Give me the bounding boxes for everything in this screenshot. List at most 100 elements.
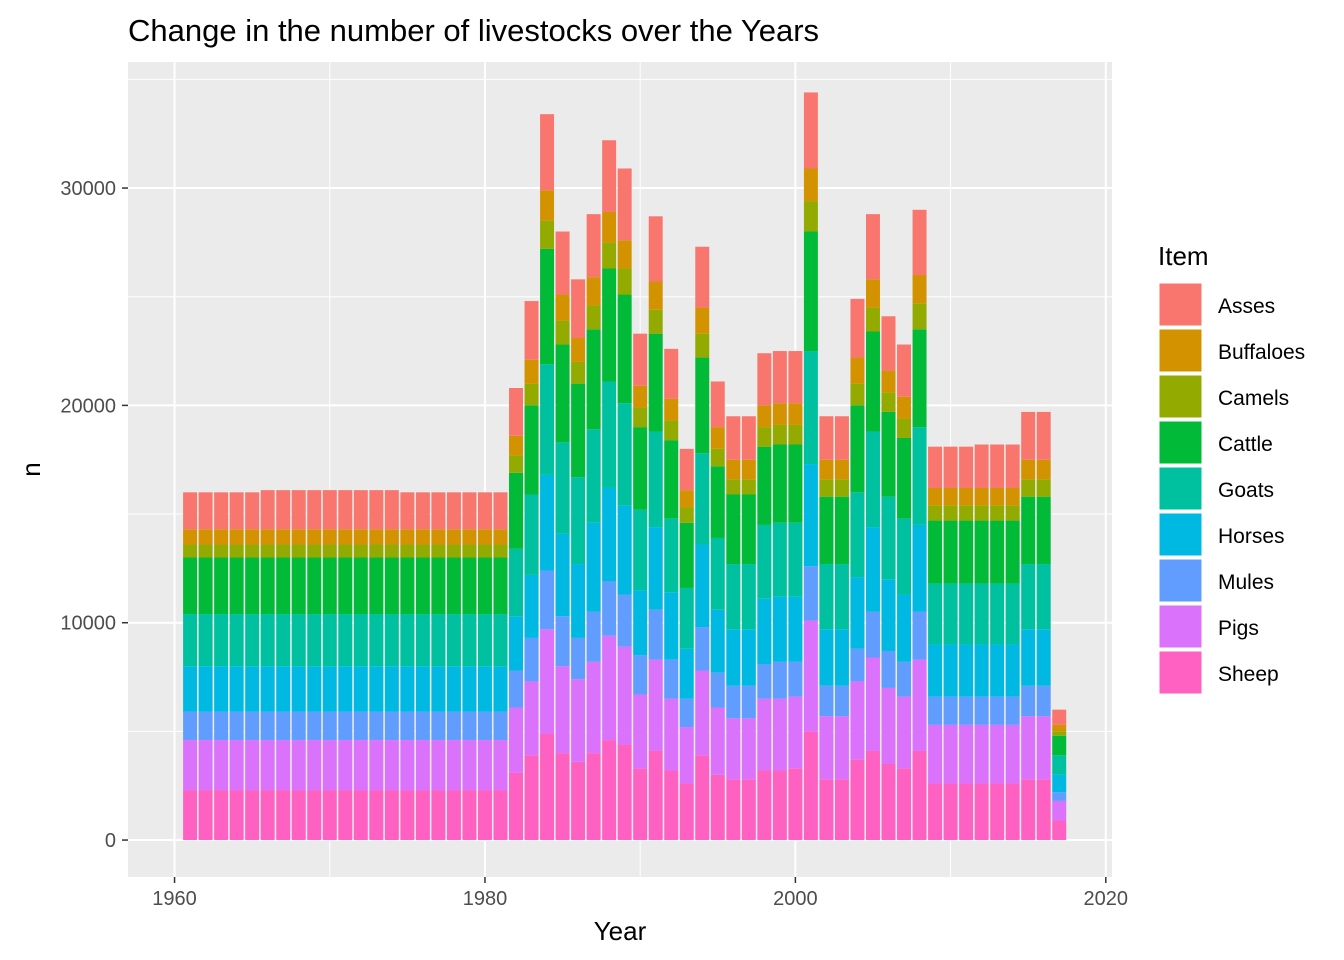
bar-segment-pigs	[850, 681, 865, 760]
bar-stack-1973	[369, 490, 384, 841]
bar-segment-asses	[509, 388, 523, 436]
bar-segment-goats	[757, 524, 772, 599]
bar-segment-mules	[881, 650, 896, 688]
legend-key-buffaloes	[1158, 328, 1203, 373]
bar-segment-pigs	[245, 740, 260, 791]
bar-segment-asses	[788, 351, 803, 404]
bar-segment-buffaloes	[850, 357, 865, 384]
bar-segment-camels	[710, 448, 725, 467]
bar-stack-1999	[772, 351, 787, 841]
bar-segment-mules	[462, 711, 477, 741]
bar-segment-camels	[353, 544, 368, 558]
bar-segment-asses	[493, 492, 508, 530]
bar-segment-camels	[493, 544, 508, 558]
bar-segment-goats	[912, 427, 927, 525]
bar-stack-2008	[912, 209, 927, 841]
bar-segment-horses	[245, 666, 260, 712]
bar-segment-horses	[571, 564, 586, 638]
bar-segment-camels	[509, 455, 523, 473]
bar-stack-1962	[198, 492, 213, 841]
bar-segment-cattle	[881, 411, 896, 497]
bar-segment-sheep	[1021, 779, 1036, 841]
bar-segment-horses	[726, 629, 741, 686]
bar-segment-goats	[509, 548, 523, 617]
bar-segment-mules	[757, 664, 772, 699]
bar-stack-1994	[695, 246, 710, 841]
bar-segment-camels	[1021, 479, 1036, 497]
bar-segment-goats	[850, 492, 865, 578]
bar-segment-asses	[555, 231, 570, 295]
bar-segment-camels	[803, 201, 818, 232]
bar-segment-sheep	[260, 790, 275, 841]
bar-segment-horses	[834, 629, 849, 686]
bar-segment-camels	[912, 303, 927, 330]
bar-stack-1993	[679, 448, 694, 841]
bar-segment-pigs	[1052, 800, 1067, 821]
bar-segment-cattle	[648, 333, 663, 432]
legend-key-camels	[1158, 374, 1203, 419]
bar-segment-sheep	[850, 759, 865, 841]
bar-segment-horses	[803, 464, 818, 567]
bar-segment-camels	[291, 544, 306, 558]
bar-segment-camels	[617, 268, 632, 295]
bar-segment-cattle	[803, 231, 818, 352]
bar-segment-pigs	[943, 724, 958, 784]
bar-segment-sheep	[928, 783, 943, 841]
bar-segment-asses	[183, 492, 198, 530]
bar-segment-sheep	[772, 770, 787, 841]
bar-segment-goats	[1052, 755, 1067, 775]
bar-segment-horses	[276, 666, 291, 712]
bar-segment-goats	[633, 509, 648, 591]
bar-stack-2005	[866, 214, 880, 841]
bar-segment-camels	[1052, 731, 1067, 736]
bar-segment-sheep	[695, 755, 710, 841]
bar-segment-buffaloes	[276, 529, 291, 545]
bar-segment-pigs	[726, 718, 741, 780]
bar-segment-goats	[648, 431, 663, 528]
bar-segment-sheep	[881, 763, 896, 841]
bar-segment-pigs	[803, 620, 818, 732]
bar-segment-horses	[912, 524, 927, 612]
bar-segment-sheep	[912, 750, 927, 841]
bar-segment-buffaloes	[726, 459, 741, 480]
bar-segment-camels	[446, 544, 461, 558]
bar-segment-mules	[695, 627, 710, 671]
bar-segment-sheep	[400, 790, 415, 841]
bar-segment-camels	[571, 361, 586, 384]
bar-segment-horses	[1052, 774, 1067, 793]
bar-segment-buffaloes	[338, 529, 353, 545]
bar-segment-horses	[881, 579, 896, 651]
legend-label-buffaloes: Buffaloes	[1218, 341, 1305, 364]
bar-segment-asses	[415, 492, 430, 530]
bar-segment-horses	[307, 666, 322, 712]
y-tick-label: 20000	[60, 395, 116, 417]
bar-segment-asses	[1036, 411, 1051, 460]
bar-segment-goats	[974, 583, 989, 645]
bar-segment-mules	[710, 672, 725, 708]
bar-segment-goats	[602, 381, 617, 488]
bar-segment-asses	[353, 490, 368, 530]
bar-segment-buffaloes	[866, 279, 880, 308]
bar-stack-2015	[1021, 411, 1036, 841]
x-axis: 1960 1980 2000 2020	[152, 877, 1128, 910]
bar-segment-cattle	[322, 557, 337, 615]
bar-segment-sheep	[664, 770, 679, 841]
bar-stack-2013	[990, 444, 1005, 841]
bar-segment-goats	[214, 614, 229, 667]
bar-segment-cattle	[369, 557, 384, 615]
bar-stack-1966	[260, 490, 275, 841]
bar-segment-camels	[586, 305, 601, 330]
bar-segment-camels	[943, 505, 958, 521]
bar-segment-goats	[959, 583, 974, 645]
bar-segment-asses	[400, 492, 415, 530]
bar-segment-pigs	[617, 646, 632, 745]
bar-segment-buffaloes	[245, 529, 260, 545]
bar-segment-cattle	[229, 557, 244, 615]
bar-segment-asses	[897, 344, 912, 397]
bar-segment-sheep	[1005, 783, 1020, 841]
bar-stack-1995	[710, 381, 725, 841]
legend-title: Item	[1158, 241, 1209, 271]
bar-segment-sheep	[990, 783, 1005, 841]
bar-segment-horses	[866, 527, 880, 612]
bar-segment-pigs	[897, 696, 912, 769]
